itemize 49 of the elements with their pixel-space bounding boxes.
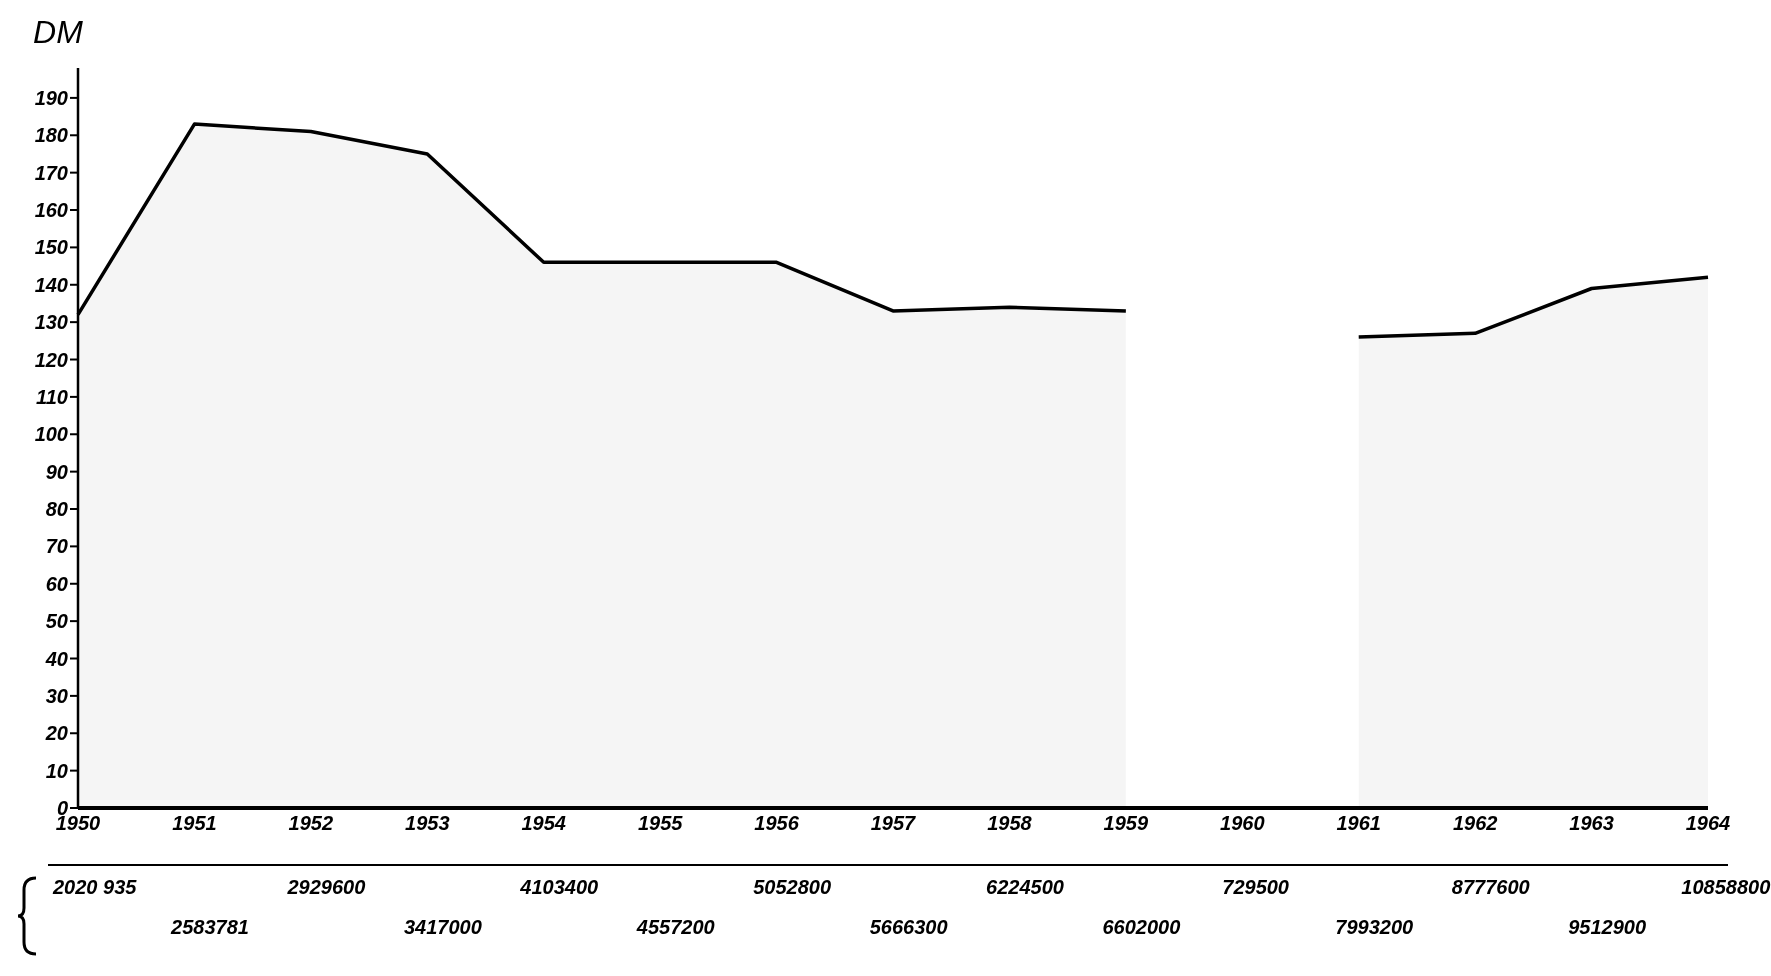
- x-tick-label: 1960: [1220, 812, 1265, 835]
- y-tick-label: 60: [45, 572, 68, 595]
- y-tick-label: 160: [34, 199, 68, 222]
- x-tick-label: 1951: [172, 812, 217, 835]
- text: 8777600: [1451, 876, 1530, 899]
- x-tick-label: 1954: [521, 812, 566, 835]
- y-tick-label: 110: [36, 385, 68, 408]
- x-tick-label: 1956: [754, 812, 800, 835]
- y-tick-label: 80: [45, 498, 68, 521]
- text: 3417000: [403, 916, 482, 939]
- text: 2583781: [171, 916, 249, 939]
- x-tick-label: 1959: [1103, 812, 1149, 835]
- y-tick-label: 40: [44, 647, 68, 670]
- x-tick-label: 1963: [1569, 812, 1614, 835]
- y-tick-label: 20: [44, 722, 68, 745]
- y-tick-label: 150: [34, 236, 68, 259]
- text: 729500: [1222, 876, 1290, 899]
- x-tick-label: 1962: [1452, 812, 1498, 835]
- y-tick-label: 50: [45, 610, 68, 633]
- y-tick-label: 140: [34, 273, 68, 296]
- text: 4557200: [636, 916, 715, 939]
- y-tick-label: 10: [45, 759, 68, 782]
- x-tick-label: 1953: [405, 812, 450, 835]
- y-tick-label: 120: [34, 348, 68, 371]
- y-tick-label: 90: [45, 460, 68, 483]
- text: 6224500: [986, 876, 1064, 899]
- text: 10858800: [1681, 876, 1771, 899]
- x-tick-label: 1955: [637, 812, 684, 835]
- y-tick-label: 180: [34, 124, 68, 147]
- x-tick-label: 1958: [987, 812, 1033, 835]
- y-tick-label: 100: [34, 423, 68, 446]
- text: 6602000: [1102, 916, 1181, 939]
- x-tick-label: 1961: [1336, 812, 1381, 835]
- text: 5666300: [869, 916, 948, 939]
- text: 9512900: [1568, 916, 1647, 939]
- y-tick-label: 30: [45, 684, 68, 707]
- x-tick-label: 1957: [870, 812, 917, 835]
- text: 4103400: [520, 876, 599, 899]
- x-tick-label: 1964: [1685, 812, 1731, 835]
- y-tick-label: 170: [34, 161, 68, 184]
- text: 2929600: [287, 876, 366, 899]
- y-tick-label: 70: [45, 535, 68, 558]
- y-tick-label: 130: [34, 311, 68, 334]
- text: 5052800: [753, 876, 832, 899]
- x-tick-label: 1952: [288, 812, 334, 835]
- y-axis-title: DM: [33, 14, 84, 50]
- text: 2020 935: [52, 876, 137, 899]
- y-tick-label: 190: [34, 87, 68, 109]
- text: 7993200: [1335, 916, 1414, 939]
